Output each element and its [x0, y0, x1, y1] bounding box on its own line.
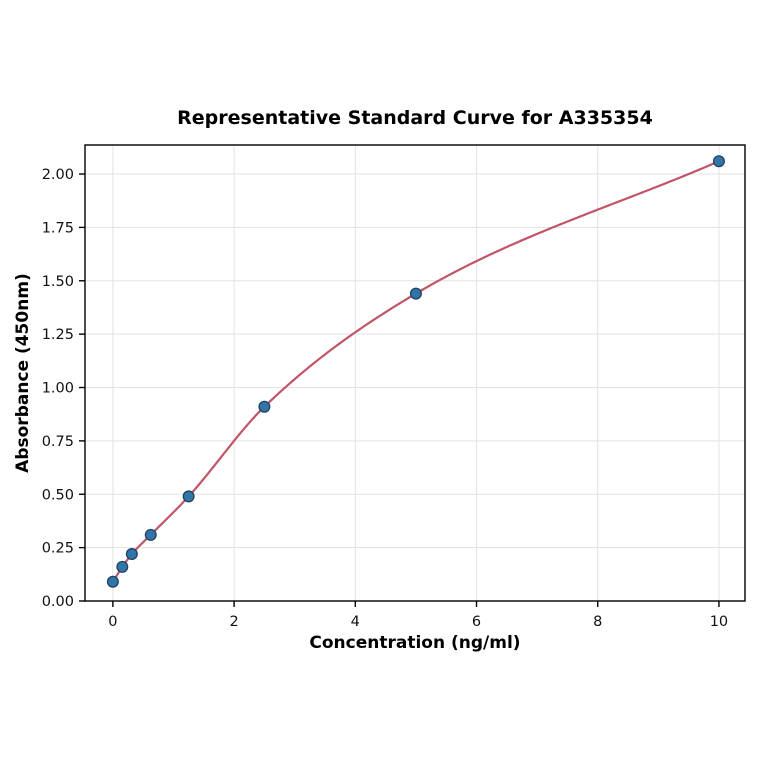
data-point	[106, 575, 119, 588]
y-tick-label: 1.00	[42, 381, 74, 397]
y-tick-label: 0.75	[42, 434, 74, 450]
y-axis-label: Absorbance (450nm)	[13, 273, 33, 473]
x-tick-label: 6	[472, 614, 481, 630]
y-tick-label: 1.25	[42, 327, 74, 343]
x-axis-label: Concentration (ng/ml)	[309, 633, 520, 653]
y-tick-label: 2.00	[42, 167, 74, 183]
fit-curve	[111, 160, 721, 583]
y-tick-label: 0.25	[42, 541, 74, 557]
data-point	[258, 400, 271, 413]
y-tick-label: 1.75	[42, 220, 74, 236]
x-tick-label: 2	[229, 614, 238, 630]
chart-title: Representative Standard Curve for A33535…	[177, 107, 653, 129]
y-tick-label: 0.50	[42, 487, 74, 503]
data-point	[409, 287, 422, 300]
x-tick-label: 10	[710, 614, 728, 630]
y-tick-label: 1.50	[42, 274, 74, 290]
grid	[85, 145, 745, 602]
data-point	[144, 528, 157, 541]
data-point	[125, 548, 138, 561]
data-points	[106, 155, 725, 588]
x-tick-label: 4	[351, 614, 360, 630]
x-tick-label: 0	[108, 614, 117, 630]
plot-frame	[84, 144, 746, 602]
data-point	[182, 490, 195, 503]
y-tick-label: 0.00	[42, 594, 74, 610]
data-point	[116, 560, 129, 573]
axis-ticks	[79, 173, 720, 607]
x-tick-label: 8	[593, 614, 602, 630]
data-point	[712, 155, 725, 168]
axis-tick-labels: 0 2 4 6 8 10 0.00 0.25 0.50 0.75 1.00 1.25 1.50 1.75 2…	[42, 167, 728, 630]
